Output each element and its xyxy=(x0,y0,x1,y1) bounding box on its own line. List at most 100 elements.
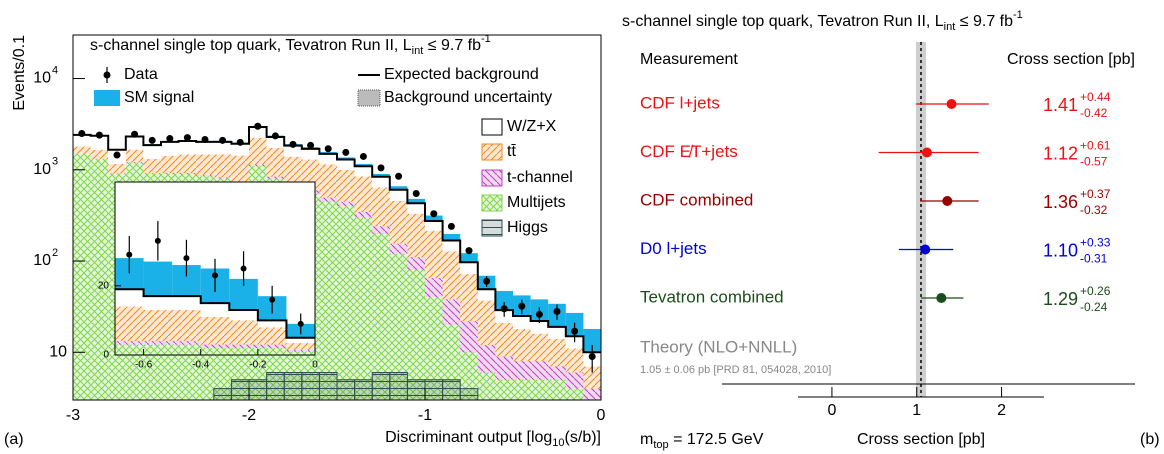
overlay-bar xyxy=(213,388,232,401)
stack-segment xyxy=(548,326,566,339)
stack-segment xyxy=(425,220,443,231)
stack-segment xyxy=(90,159,109,400)
label-part: Discriminant output [log xyxy=(385,429,552,446)
y-tick-exponent: 3 xyxy=(52,156,58,168)
stack-segment xyxy=(389,189,408,201)
theory-text: 1.05 ± 0.06 pb [PRD 81, 054028, 2010] xyxy=(640,364,831,376)
data-point xyxy=(183,134,191,142)
value-label: 1.10 xyxy=(1043,240,1078,260)
title-part: s-channel single top quark, Tevatron Run… xyxy=(90,37,412,54)
legend-swatch xyxy=(481,169,503,187)
stack-segment xyxy=(161,173,179,174)
stack-segment xyxy=(257,327,287,345)
error-minus-label: -0.42 xyxy=(1080,106,1108,120)
measurement-label: CDF combined xyxy=(640,190,753,209)
legend-swatch xyxy=(481,219,503,237)
stack-segment xyxy=(172,344,201,355)
legend-label: Data xyxy=(124,66,158,83)
stack-segment xyxy=(178,154,197,174)
stack-segment xyxy=(284,156,302,188)
overlay-bar xyxy=(266,372,285,401)
measurement-point xyxy=(920,244,931,255)
tick-base: 10 xyxy=(33,70,51,87)
data-point xyxy=(571,327,579,335)
title-part: ≤ 9.7 fb xyxy=(955,13,1013,30)
stack-segment xyxy=(513,315,531,329)
legend-label: t-channel xyxy=(507,169,573,186)
overlay-bar xyxy=(283,372,303,401)
stack-segment xyxy=(372,176,390,188)
stack-segment xyxy=(425,278,443,298)
stack-segment xyxy=(108,163,126,174)
x-tick-label: 0 xyxy=(597,407,606,424)
stack-segment xyxy=(337,201,355,207)
stack-segment xyxy=(73,153,91,400)
stack-segment xyxy=(196,154,214,176)
stack-segment xyxy=(286,349,315,352)
stack-segment xyxy=(425,215,443,221)
data-point xyxy=(447,222,455,230)
data-point xyxy=(166,135,174,143)
legend-swatch xyxy=(481,118,503,136)
legend-swatch xyxy=(357,89,381,107)
stack-segment xyxy=(442,240,461,252)
stack-segment xyxy=(425,297,443,400)
overlay-bar xyxy=(406,379,426,401)
stack-segment xyxy=(583,328,601,353)
value-label: 1.41 xyxy=(1043,95,1078,115)
error-plus-label: +0.44 xyxy=(1080,90,1111,104)
stack-segment xyxy=(286,337,315,343)
x-tick-label: 1 xyxy=(912,402,921,419)
data-point xyxy=(553,307,561,315)
stack-segment xyxy=(389,253,408,400)
stack-segment xyxy=(354,163,373,167)
stack-segment xyxy=(73,134,91,147)
stack-segment xyxy=(257,320,287,328)
stack-segment xyxy=(229,310,258,321)
stack-segment xyxy=(583,388,601,400)
stack-segment xyxy=(354,176,373,212)
stack-segment xyxy=(460,262,478,275)
y-tick-label: 10 xyxy=(33,252,51,269)
data-point xyxy=(588,352,596,360)
x-tick-label: -3 xyxy=(66,407,80,424)
x-tick-label: -0.4 xyxy=(192,360,210,371)
legend-swatch xyxy=(94,90,120,106)
data-point xyxy=(201,135,209,143)
legend-swatch xyxy=(481,143,503,161)
stack-segment xyxy=(407,203,425,214)
stack-segment xyxy=(115,289,144,307)
data-point xyxy=(535,310,543,318)
stack-segment xyxy=(530,379,549,400)
legend-swatch xyxy=(481,194,503,212)
stack-segment xyxy=(354,211,373,218)
stack-segment xyxy=(143,344,173,355)
data-point xyxy=(148,136,156,144)
data-point xyxy=(240,265,247,272)
stack-segment xyxy=(319,201,337,400)
data-point xyxy=(500,305,508,313)
stack-segment xyxy=(266,147,285,177)
data-point xyxy=(78,129,86,137)
stack-segment xyxy=(161,141,179,156)
data-point xyxy=(95,131,103,139)
value-label: 1.12 xyxy=(1043,143,1078,163)
stack-segment xyxy=(495,356,513,380)
stack-segment xyxy=(143,145,161,159)
stack-segment xyxy=(477,345,496,373)
stack-segment xyxy=(249,137,267,165)
stack-segment xyxy=(213,177,232,179)
stack-segment xyxy=(565,372,584,389)
x-axis-label: Cross section [pb] xyxy=(857,431,985,448)
data-point xyxy=(131,130,139,138)
x-tick-label: 0 xyxy=(312,360,318,371)
data-point xyxy=(359,152,367,160)
data-point xyxy=(324,145,332,153)
stack-segment xyxy=(495,322,513,357)
stack-segment xyxy=(249,164,267,167)
stack-segment xyxy=(125,149,144,163)
stack-segment xyxy=(161,155,179,174)
x-axis-label: Discriminant output [log10(s/b)] xyxy=(385,429,601,449)
note-part: = 172.5 GeV xyxy=(669,431,764,448)
